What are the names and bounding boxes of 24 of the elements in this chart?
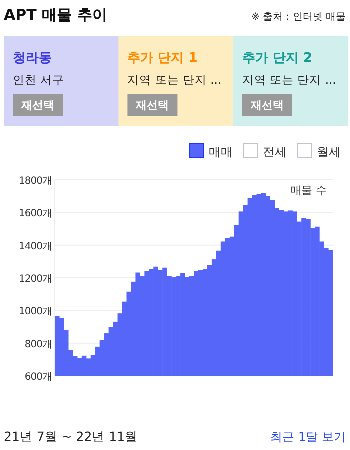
text: 추가 단지 2 (242, 51, 313, 66)
text: 매매 (209, 145, 233, 159)
y-tick-label: 1600개 (19, 208, 52, 220)
text: 21년 7월 ~ 22년 11월 (4, 429, 138, 444)
y-tick-label: 1200개 (19, 274, 52, 285)
chart-subtitle: ※ 출처 : 인터넷 매물 (252, 12, 346, 23)
text: 전세 (263, 145, 287, 159)
text: 추가 단지 1 (128, 51, 198, 66)
y-tick-label: 1800개 (19, 176, 52, 187)
y-tick-label: 1000개 (19, 306, 52, 318)
text: 최근 1달 보기 (270, 430, 346, 444)
text: 재선택 (135, 99, 170, 112)
y-tick-label: 1400개 (19, 241, 52, 252)
text: 지역 또는 단지 ... (242, 73, 336, 87)
text: 재선택 (250, 99, 284, 112)
chart-title: APT 매물 추이 (4, 6, 108, 24)
text: 지역 또는 단지 ... (128, 73, 222, 87)
text: 재선택 (20, 99, 54, 112)
text: 청라동 (13, 51, 52, 66)
y-tick-label: 800개 (24, 339, 52, 350)
text: 인천 서구 (13, 73, 65, 87)
text: 월세 (317, 145, 341, 159)
y-tick-label: 600개 (24, 372, 52, 383)
y-axis-title: 매물 수 (290, 184, 327, 197)
